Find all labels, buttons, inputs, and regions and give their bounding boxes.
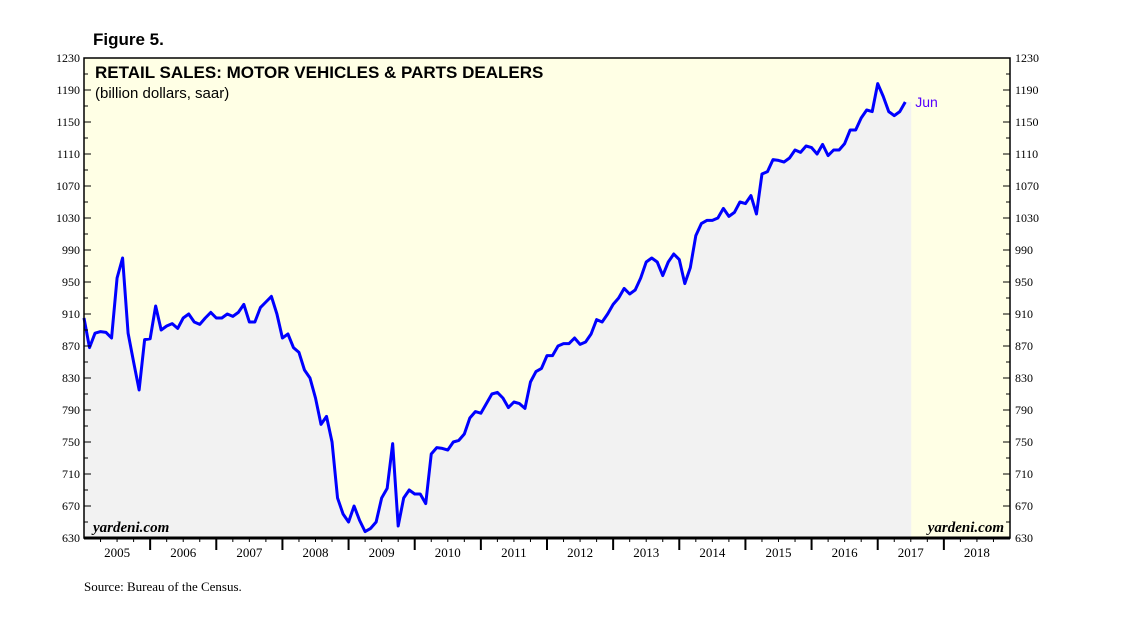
watermark-right: yardeni.com (926, 520, 1004, 536)
y-tick-label-left: 910 (62, 307, 80, 321)
x-tick-label: 2016 (832, 545, 859, 560)
x-tick-label: 2010 (435, 545, 461, 560)
y-tick-label-right: 1190 (1015, 83, 1039, 97)
x-tick-label: 2007 (236, 545, 263, 560)
area-fill (84, 83, 912, 538)
x-tick-label: 2014 (699, 545, 726, 560)
x-tick-label: 2015 (766, 545, 792, 560)
y-tick-label-left: 1230 (56, 51, 80, 65)
y-tick-label-right: 870 (1015, 339, 1033, 353)
x-tick-label: 2005 (104, 545, 130, 560)
x-tick-label: 2013 (633, 545, 659, 560)
y-tick-label-right: 1150 (1015, 115, 1039, 129)
y-tick-label-right: 1030 (1015, 211, 1039, 225)
chart-title: RETAIL SALES: MOTOR VEHICLES & PARTS DEA… (95, 63, 543, 82)
last-point-label: Jun (915, 94, 938, 110)
y-tick-label-right: 830 (1015, 371, 1033, 385)
y-tick-label-left: 630 (62, 531, 80, 545)
x-tick-label: 2012 (567, 545, 593, 560)
y-tick-label-left: 990 (62, 243, 80, 257)
y-tick-label-right: 950 (1015, 275, 1033, 289)
x-tick-label: 2011 (501, 545, 527, 560)
x-tick-label: 2008 (303, 545, 329, 560)
y-tick-label-right: 1230 (1015, 51, 1039, 65)
figure-label: Figure 5. (93, 30, 164, 49)
y-tick-label-left: 950 (62, 275, 80, 289)
y-tick-label-left: 750 (62, 435, 80, 449)
watermark-left: yardeni.com (91, 520, 169, 536)
chart-subtitle: (billion dollars, saar) (95, 85, 229, 102)
y-tick-label-right: 630 (1015, 531, 1033, 545)
y-tick-label-right: 910 (1015, 307, 1033, 321)
x-tick-label: 2006 (170, 545, 197, 560)
y-tick-label-left: 1110 (57, 147, 80, 161)
y-tick-label-right: 1070 (1015, 179, 1039, 193)
x-tick-label: 2018 (964, 545, 990, 560)
y-tick-label-right: 750 (1015, 435, 1033, 449)
y-tick-label-left: 790 (62, 403, 80, 417)
y-tick-label-right: 1110 (1015, 147, 1038, 161)
y-tick-label-left: 1030 (56, 211, 80, 225)
y-tick-label-right: 990 (1015, 243, 1033, 257)
x-tick-label: 2017 (898, 545, 925, 560)
series-line (82, 82, 907, 534)
y-tick-label-left: 710 (62, 467, 80, 481)
source-note: Source: Bureau of the Census. (84, 579, 242, 594)
y-tick-label-left: 1070 (56, 179, 80, 193)
y-tick-label-left: 670 (62, 499, 80, 513)
y-tick-label-left: 1150 (56, 115, 80, 129)
y-tick-label-right: 790 (1015, 403, 1033, 417)
y-tick-label-left: 870 (62, 339, 80, 353)
y-tick-label-right: 710 (1015, 467, 1033, 481)
y-tick-label-right: 670 (1015, 499, 1033, 513)
x-tick-label: 2009 (369, 545, 395, 560)
y-tick-label-left: 830 (62, 371, 80, 385)
y-tick-label-left: 1190 (56, 83, 80, 97)
